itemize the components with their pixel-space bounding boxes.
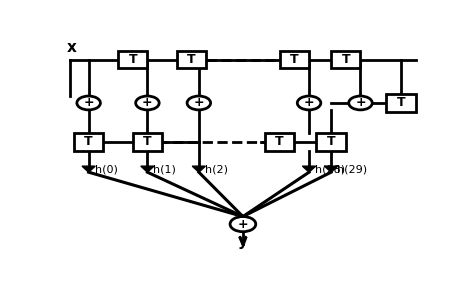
Circle shape <box>297 96 321 110</box>
Text: T: T <box>327 135 336 148</box>
Text: T: T <box>341 53 350 66</box>
Polygon shape <box>141 166 154 172</box>
FancyBboxPatch shape <box>265 133 294 151</box>
Text: +: + <box>142 96 153 110</box>
Circle shape <box>349 96 372 110</box>
Text: h(0): h(0) <box>94 164 118 174</box>
Text: +: + <box>83 96 94 110</box>
Text: +: + <box>193 96 204 110</box>
Text: T: T <box>128 53 137 66</box>
FancyBboxPatch shape <box>331 51 360 68</box>
Circle shape <box>230 217 256 232</box>
FancyBboxPatch shape <box>74 133 103 151</box>
FancyBboxPatch shape <box>316 133 346 151</box>
FancyBboxPatch shape <box>386 94 416 112</box>
Text: h(28): h(28) <box>315 164 345 174</box>
FancyBboxPatch shape <box>177 51 206 68</box>
Text: T: T <box>84 135 93 148</box>
Text: h(1): h(1) <box>153 164 176 174</box>
Polygon shape <box>325 166 337 172</box>
Text: h(29): h(29) <box>337 164 367 174</box>
Polygon shape <box>302 166 316 172</box>
Text: T: T <box>187 53 196 66</box>
Text: h(2): h(2) <box>205 164 228 174</box>
Text: T: T <box>290 53 299 66</box>
Circle shape <box>136 96 159 110</box>
Text: +: + <box>355 96 366 110</box>
Text: T: T <box>143 135 152 148</box>
Text: +: + <box>304 96 314 110</box>
Circle shape <box>77 96 100 110</box>
Polygon shape <box>192 166 205 172</box>
FancyBboxPatch shape <box>133 133 162 151</box>
Polygon shape <box>82 166 95 172</box>
FancyBboxPatch shape <box>280 51 309 68</box>
Text: +: + <box>237 217 248 231</box>
Circle shape <box>187 96 210 110</box>
Text: T: T <box>275 135 284 148</box>
Text: x: x <box>66 40 76 55</box>
FancyBboxPatch shape <box>118 51 147 68</box>
Text: y: y <box>238 234 248 249</box>
Text: T: T <box>397 96 405 110</box>
